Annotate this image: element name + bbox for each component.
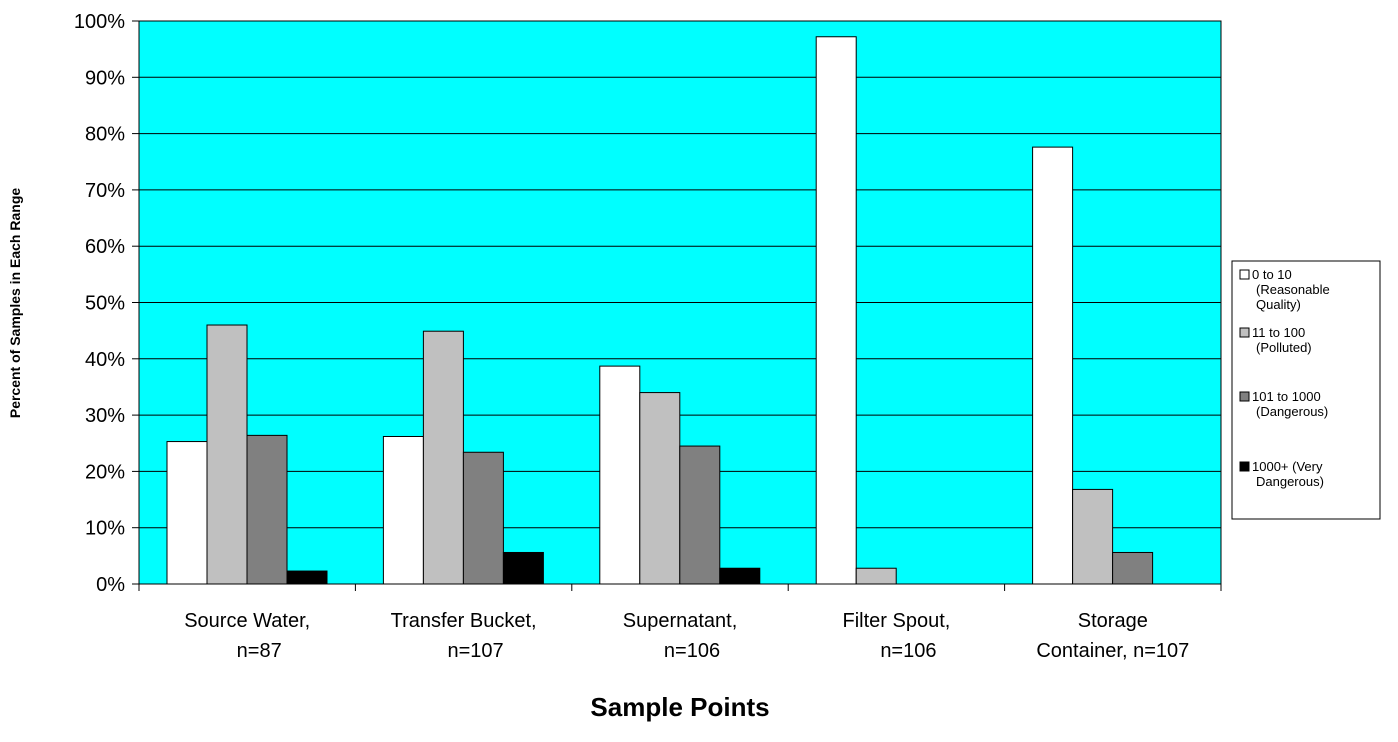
bar <box>462 451 504 585</box>
bar <box>1112 551 1154 585</box>
bar <box>1032 146 1074 585</box>
bar <box>679 445 721 585</box>
x-axis-title: Sample Points <box>590 692 769 722</box>
legend: 0 to 10 (Reasonable Quality) 11 to 100 (Poll… <box>1231 260 1381 520</box>
bar <box>206 324 248 585</box>
y-tick-label: 10% <box>85 518 125 540</box>
bar <box>719 567 761 585</box>
bar <box>855 567 897 585</box>
y-tick-label: 80% <box>85 124 125 146</box>
bar <box>1072 488 1114 585</box>
bar <box>502 551 544 585</box>
x-category-label: Filter Spout, n=106 <box>842 610 950 662</box>
legend-label: 0 to 10 (Reasonable Quality) <box>1252 267 1330 312</box>
y-tick-label: 40% <box>85 349 125 371</box>
bar <box>246 434 288 585</box>
axes: 0% 10% 20% 30% 40% 50% 60% 70% 80% 90% 100% Source … <box>74 11 1222 662</box>
x-category-label: Supernatant, n=106 <box>623 610 738 662</box>
legend-swatch <box>1239 327 1250 338</box>
x-category-label: Source Water, n=87 <box>184 610 310 662</box>
bar <box>639 392 681 585</box>
y-tick-label: 100% <box>74 11 125 33</box>
y-tick-label: 90% <box>85 67 125 89</box>
y-tick-label: 20% <box>85 461 125 483</box>
y-tick-label: 50% <box>85 293 125 315</box>
bar <box>166 441 208 585</box>
y-tick-label: 60% <box>85 236 125 258</box>
bar <box>286 570 328 585</box>
bar <box>815 36 857 585</box>
legend-swatch <box>1239 269 1250 280</box>
legend-label: 101 to 1000 (Dangerous) <box>1252 389 1328 419</box>
legend-box <box>1231 260 1381 520</box>
bar <box>422 330 464 585</box>
bars <box>166 36 1154 585</box>
legend-swatch <box>1239 391 1250 402</box>
bar <box>599 365 641 585</box>
y-tick-label: 30% <box>85 405 125 427</box>
legend-label: 1000+ (Very Dangerous) <box>1252 459 1324 489</box>
y-axis-title: Percent of Samples in Each Range <box>7 188 23 419</box>
y-tick-label: 0% <box>96 574 125 596</box>
x-category-label: Transfer Bucket, n=107 <box>391 610 537 662</box>
x-category-label: Storage Container, n=107 <box>1036 610 1189 662</box>
bar <box>382 435 424 585</box>
legend-swatch <box>1239 461 1250 472</box>
y-tick-label: 70% <box>85 180 125 202</box>
legend-label: 11 to 100 (Polluted) <box>1252 325 1312 355</box>
